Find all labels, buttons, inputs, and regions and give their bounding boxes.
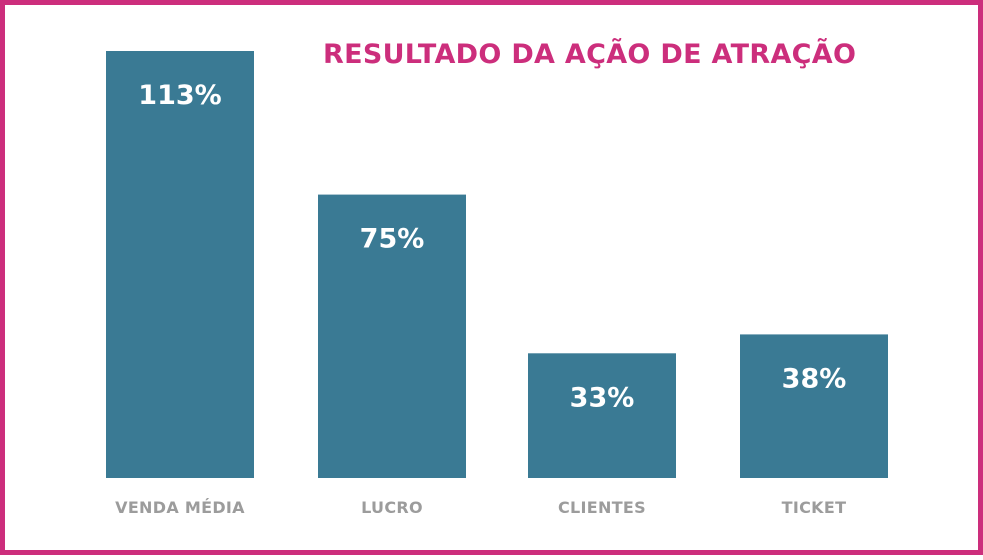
category-label: LUCRO — [361, 498, 423, 517]
bar-value-label: 113% — [138, 80, 221, 111]
bar-3 — [528, 353, 676, 478]
category-label: CLIENTES — [558, 498, 646, 517]
bar-value-label: 33% — [570, 382, 635, 413]
category-label: VENDA MÉDIA — [115, 498, 245, 517]
bar-value-label: 75% — [360, 224, 425, 255]
category-label: TICKET — [782, 498, 847, 517]
bar-2 — [318, 194, 466, 478]
bar-4 — [740, 334, 888, 478]
bar-1 — [106, 51, 254, 478]
bar-value-label: 38% — [782, 363, 847, 394]
bar-chart: 113% VENDA MÉDIA 75% LUCRO 33% CLIENTES 38% TIC… — [106, 51, 888, 517]
chart-title: RESULTADO DA AÇÃO DE ATRAÇÃO — [323, 39, 857, 70]
